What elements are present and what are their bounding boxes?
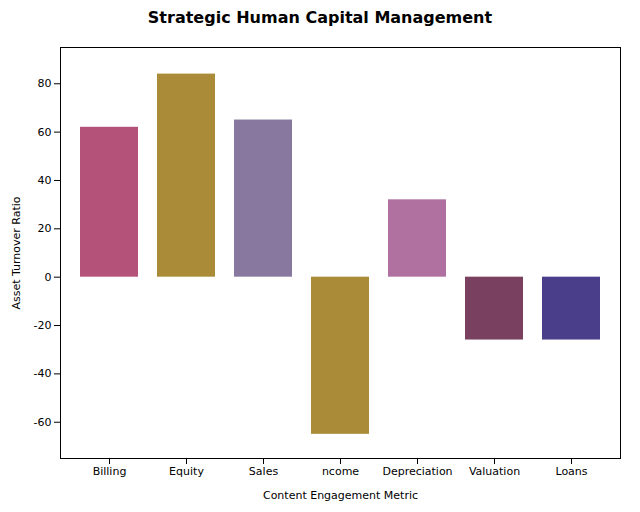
svg-text:80: 80 <box>38 77 52 90</box>
svg-text:Asset Turnover Ratio: Asset Turnover Ratio <box>10 196 23 309</box>
svg-text:-20: -20 <box>34 319 52 332</box>
svg-text:Equity: Equity <box>169 465 204 478</box>
svg-text:Loans: Loans <box>555 465 587 478</box>
svg-text:-40: -40 <box>34 367 52 380</box>
svg-text:Sales: Sales <box>249 465 279 478</box>
svg-text:Billing: Billing <box>93 465 127 478</box>
svg-text:Content Engagement Metric: Content Engagement Metric <box>263 489 418 502</box>
svg-text:60: 60 <box>38 126 52 139</box>
svg-text:20: 20 <box>38 222 52 235</box>
html-text:Strategic Human Capital Manage: Strategic Human Capital Management <box>147 8 493 27</box>
svg-text:0: 0 <box>45 271 52 284</box>
svg-text:Valuation: Valuation <box>469 465 520 478</box>
svg-text:40: 40 <box>38 174 52 187</box>
svg-text:ncome: ncome <box>322 465 359 478</box>
svg-text:-60: -60 <box>34 416 52 429</box>
svg-text:Depreciation: Depreciation <box>382 465 452 478</box>
